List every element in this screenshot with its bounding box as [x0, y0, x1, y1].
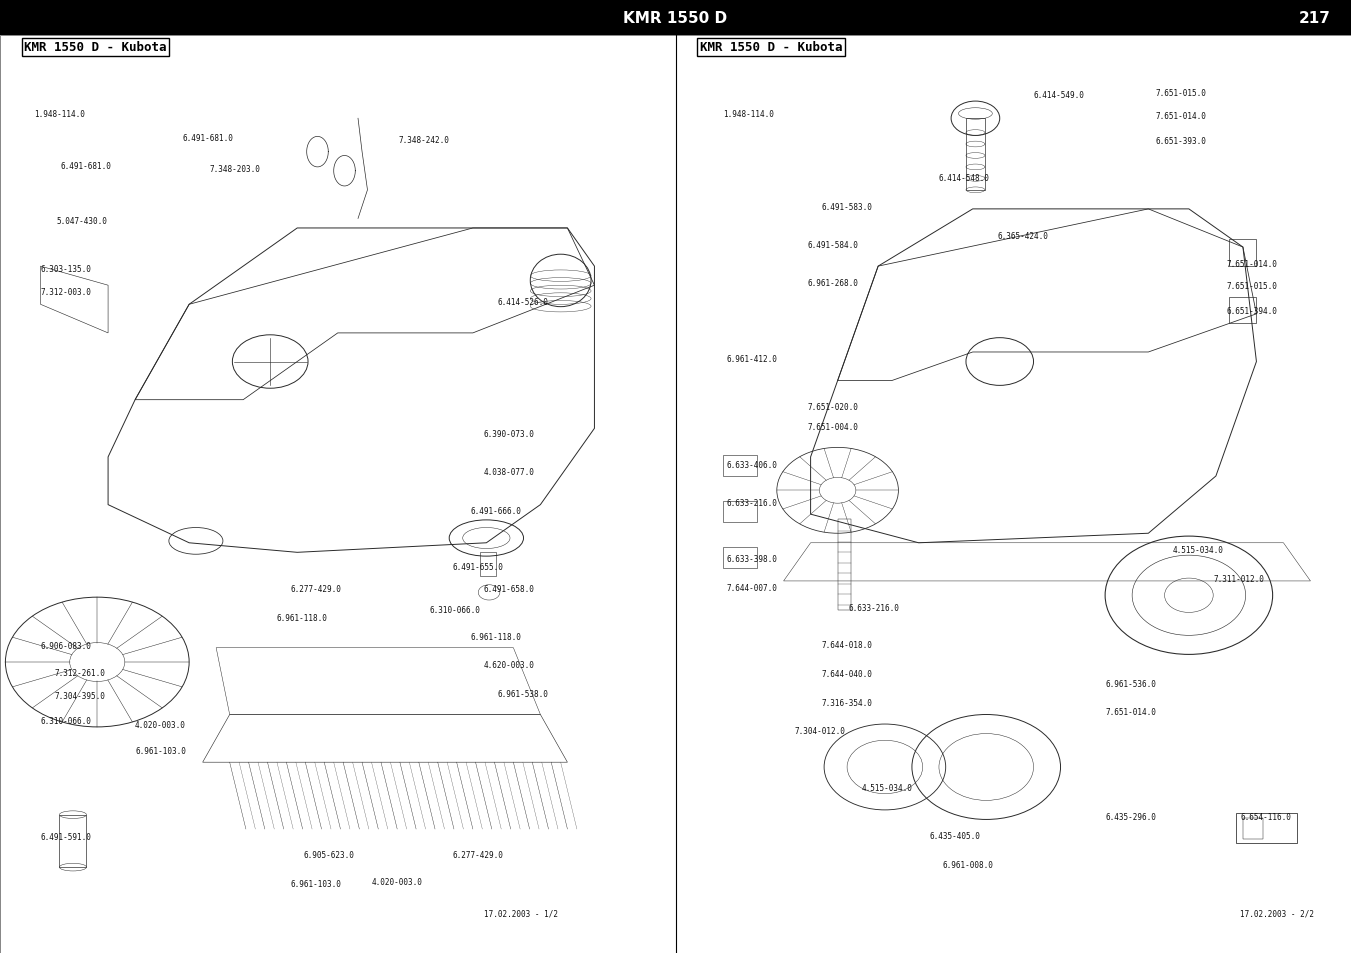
Text: 6.435-296.0: 6.435-296.0 [1105, 812, 1156, 821]
Text: 6.414-549.0: 6.414-549.0 [1034, 91, 1085, 100]
Text: 6.303-135.0: 6.303-135.0 [41, 264, 92, 274]
Bar [966, 119, 985, 191]
Text: 6.277-429.0: 6.277-429.0 [453, 850, 504, 860]
Text: 7.651-015.0: 7.651-015.0 [1227, 281, 1278, 291]
Bar [1229, 240, 1256, 267]
Text: 6.633-216.0: 6.633-216.0 [727, 498, 778, 508]
Text: 6.961-103.0: 6.961-103.0 [290, 879, 342, 888]
Text: 6.491-591.0: 6.491-591.0 [41, 832, 92, 841]
Text: 6.961-008.0: 6.961-008.0 [943, 860, 994, 869]
Text: 6.905-623.0: 6.905-623.0 [304, 850, 355, 860]
Text: KMR 1550 D: KMR 1550 D [623, 10, 728, 26]
Text: 7.311-012.0: 7.311-012.0 [1213, 574, 1265, 583]
Text: 7.651-014.0: 7.651-014.0 [1155, 112, 1206, 121]
Text: KMR 1550 D - Kubota: KMR 1550 D - Kubota [24, 41, 166, 54]
Text: 17.02.2003 - 1/2: 17.02.2003 - 1/2 [484, 908, 558, 918]
Text: 6.491-658.0: 6.491-658.0 [484, 584, 535, 594]
Text: 6.654-116.0: 6.654-116.0 [1240, 812, 1292, 821]
Text: 7.304-395.0: 7.304-395.0 [54, 691, 105, 700]
Text: 6.310-066.0: 6.310-066.0 [41, 716, 92, 725]
Text: 6.633-216.0: 6.633-216.0 [848, 603, 900, 613]
Bar [723, 501, 757, 522]
Text: 6.633-398.0: 6.633-398.0 [727, 555, 778, 564]
Text: 217: 217 [1298, 10, 1331, 26]
Text: 6.365-424.0: 6.365-424.0 [997, 232, 1048, 241]
Bar [723, 456, 757, 476]
Text: 6.961-538.0: 6.961-538.0 [497, 689, 549, 699]
Text: 6.491-666.0: 6.491-666.0 [470, 506, 521, 516]
Text: 6.491-681.0: 6.491-681.0 [182, 133, 234, 143]
Text: 6.651-393.0: 6.651-393.0 [1155, 136, 1206, 146]
Text: 5.047-430.0: 5.047-430.0 [57, 216, 108, 226]
Text: 4.020-003.0: 4.020-003.0 [372, 877, 423, 886]
Text: 4.515-034.0: 4.515-034.0 [1173, 545, 1224, 555]
Text: 7.348-203.0: 7.348-203.0 [209, 165, 261, 174]
Text: 7.651-004.0: 7.651-004.0 [808, 422, 859, 432]
Text: 6.906-083.0: 6.906-083.0 [41, 641, 92, 651]
Text: 6.414-548.0: 6.414-548.0 [939, 173, 990, 183]
Text: 6.491-681.0: 6.491-681.0 [61, 162, 112, 172]
Text: 7.348-242.0: 7.348-242.0 [399, 135, 450, 145]
Text: 7.312-003.0: 7.312-003.0 [41, 288, 92, 297]
Text: 17.02.2003 - 2/2: 17.02.2003 - 2/2 [1240, 908, 1315, 918]
Text: 7.304-012.0: 7.304-012.0 [794, 726, 846, 736]
Bar [59, 815, 86, 867]
Text: 4.515-034.0: 4.515-034.0 [862, 783, 913, 793]
Text: 7.312-261.0: 7.312-261.0 [54, 668, 105, 678]
Text: 6.961-536.0: 6.961-536.0 [1105, 679, 1156, 688]
Bar [723, 547, 757, 568]
Bar [838, 519, 851, 610]
Text: 6.961-412.0: 6.961-412.0 [727, 355, 778, 364]
Text: 6.961-118.0: 6.961-118.0 [277, 613, 328, 622]
Text: 6.961-103.0: 6.961-103.0 [135, 746, 186, 756]
Text: 6.651-394.0: 6.651-394.0 [1227, 307, 1278, 316]
Text: 4.020-003.0: 4.020-003.0 [135, 720, 186, 729]
Bar [1236, 813, 1297, 843]
Text: 7.316-354.0: 7.316-354.0 [821, 698, 873, 707]
Text: 6.390-073.0: 6.390-073.0 [484, 429, 535, 438]
Bar [1229, 297, 1256, 324]
Bar [480, 553, 496, 577]
Bar [0, 0, 1351, 36]
Text: 7.651-020.0: 7.651-020.0 [808, 402, 859, 412]
Text: 1.948-114.0: 1.948-114.0 [34, 110, 85, 119]
Text: 1.948-114.0: 1.948-114.0 [723, 110, 774, 119]
Text: 6.633-406.0: 6.633-406.0 [727, 460, 778, 470]
Text: 6.491-584.0: 6.491-584.0 [808, 240, 859, 250]
Text: 6.310-066.0: 6.310-066.0 [430, 605, 481, 615]
Text: 6.491-583.0: 6.491-583.0 [821, 202, 873, 212]
Text: 6.277-429.0: 6.277-429.0 [290, 584, 342, 594]
Text: KMR 1550 D - Kubota: KMR 1550 D - Kubota [700, 41, 842, 54]
Text: 6.961-118.0: 6.961-118.0 [470, 632, 521, 641]
Bar [1243, 818, 1263, 839]
Text: 6.491-655.0: 6.491-655.0 [453, 562, 504, 572]
Text: 4.620-003.0: 4.620-003.0 [484, 660, 535, 670]
Text: 7.651-014.0: 7.651-014.0 [1227, 259, 1278, 269]
Text: 7.651-015.0: 7.651-015.0 [1155, 89, 1206, 98]
Text: 6.414-526.0: 6.414-526.0 [497, 297, 549, 307]
Text: 7.644-018.0: 7.644-018.0 [821, 640, 873, 650]
Text: 7.644-040.0: 7.644-040.0 [821, 669, 873, 679]
Text: 6.961-268.0: 6.961-268.0 [808, 278, 859, 288]
Text: 7.644-007.0: 7.644-007.0 [727, 583, 778, 593]
Text: 4.038-077.0: 4.038-077.0 [484, 467, 535, 476]
Text: 6.435-405.0: 6.435-405.0 [929, 831, 981, 841]
Text: 7.651-014.0: 7.651-014.0 [1105, 707, 1156, 717]
